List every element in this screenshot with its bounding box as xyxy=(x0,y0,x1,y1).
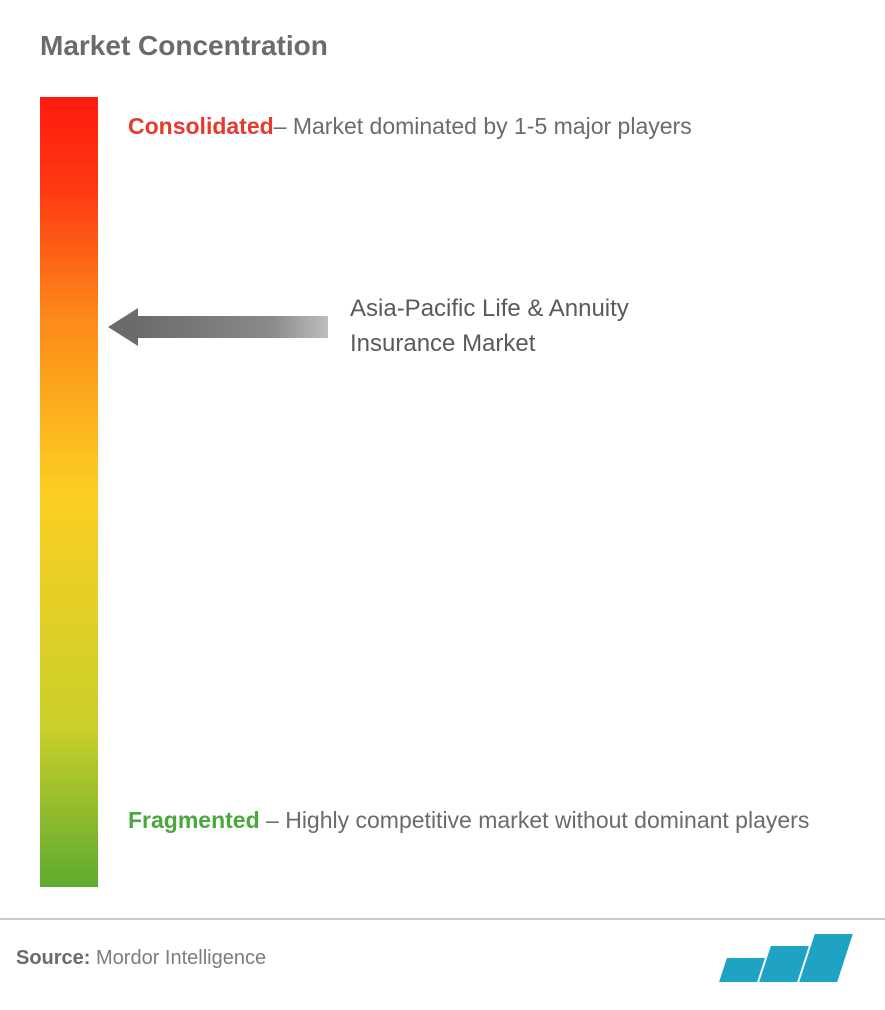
market-position-marker: Asia-Pacific Life & Annuity Insurance Ma… xyxy=(108,292,650,362)
source-label: Source: xyxy=(16,947,90,969)
fragmented-highlight: Fragmented xyxy=(128,807,260,833)
footer: Source: Mordor Intelligence xyxy=(0,918,885,982)
content-row: Consolidated– Market dominated by 1-5 ma… xyxy=(40,97,845,887)
consolidated-desc: – Market dominated by 1-5 major players xyxy=(274,113,692,139)
source-text: Source: Mordor Intelligence xyxy=(16,947,266,970)
concentration-gradient-bar xyxy=(40,97,98,887)
arrow-left-icon xyxy=(108,308,328,346)
marker-label: Asia-Pacific Life & Annuity Insurance Ma… xyxy=(350,292,650,362)
fragmented-label: Fragmented – Highly competitive market w… xyxy=(128,799,815,843)
brand-logo-icon xyxy=(723,934,845,982)
infographic-container: Market Concentration Consolidated– Marke… xyxy=(0,0,885,1010)
consolidated-highlight: Consolidated xyxy=(128,113,274,139)
source-value: Mordor Intelligence xyxy=(90,947,266,969)
page-title: Market Concentration xyxy=(40,30,845,62)
fragmented-desc: – Highly competitive market without domi… xyxy=(260,807,810,833)
consolidated-label: Consolidated– Market dominated by 1-5 ma… xyxy=(128,105,815,149)
annotation-area: Consolidated– Market dominated by 1-5 ma… xyxy=(98,97,845,887)
